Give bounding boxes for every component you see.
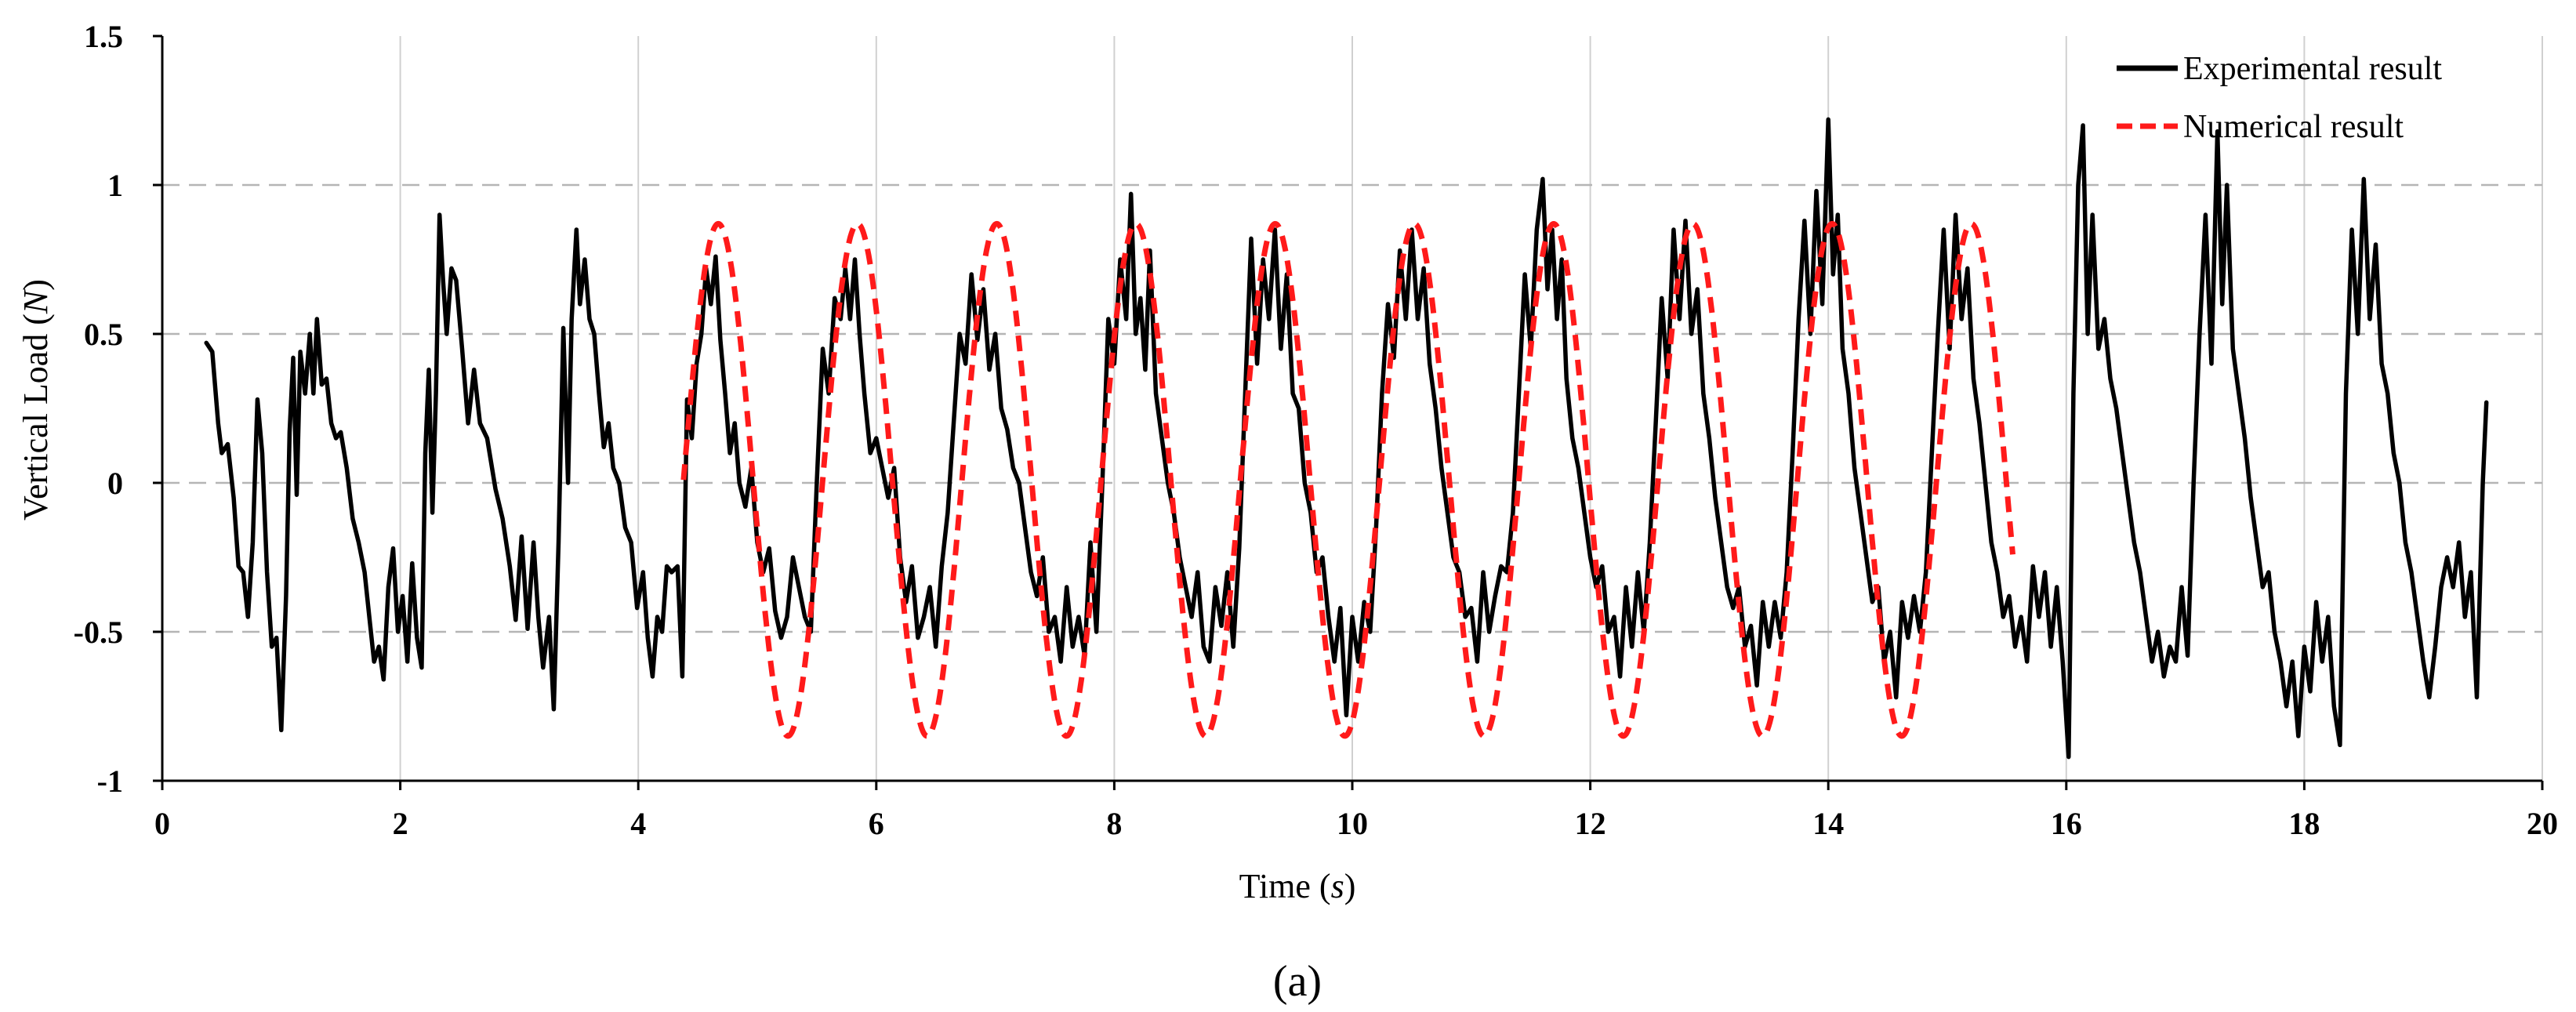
y-tick-label--0.5: -0.5 [74,615,123,650]
x-tick-label-0: 0 [154,806,170,841]
grid-lines [162,36,2543,781]
x-tick-label-12: 12 [1575,806,1606,841]
figure-caption: (a) [1273,957,1322,1006]
series-line-numerical-result [680,220,2015,739]
legend-label-numerical: Numerical result [2183,109,2404,145]
data-series [204,117,2489,760]
legend: Experimental result Numerical result [2117,51,2442,145]
x-tick-label-20: 20 [2527,806,2558,841]
x-tick-label-10: 10 [1337,806,1368,841]
legend-label-experimental: Experimental result [2183,51,2442,87]
x-axis-label: Time (s) [1239,867,1356,905]
y-tick-label-1.5: 1.5 [84,19,123,54]
y-tick-label-0: 0 [107,466,123,501]
x-tick-label-16: 16 [2051,806,2082,841]
x-tick-label-6: 6 [869,806,884,841]
y-tick-label--1: -1 [97,764,123,799]
y-tick-label-0.5: 0.5 [84,317,123,352]
x-tick-label-14: 14 [1812,806,1844,841]
y-axis-label: Vertical Load (N) [16,279,55,521]
x-tick-label-8: 8 [1106,806,1122,841]
y-tick-label-1: 1 [107,168,123,203]
axes [153,34,2544,790]
x-tick-label-4: 4 [630,806,646,841]
x-tick-label-18: 18 [2288,806,2320,841]
series-line-experimental-result [204,117,2489,760]
x-tick-label-2: 2 [393,806,408,841]
tick-labels: 0 2 4 6 8 10 12 14 16 18 20 -1 -0.5 0 0.5 1 1.5 [74,19,2558,841]
